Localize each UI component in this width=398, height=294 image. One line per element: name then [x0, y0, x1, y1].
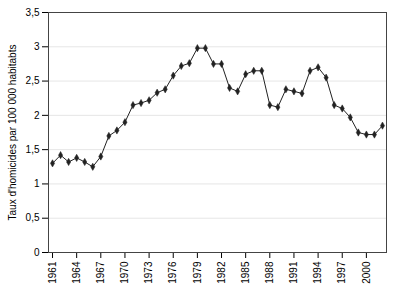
svg-text:2: 2 [34, 110, 40, 121]
svg-text:3,5: 3,5 [26, 7, 40, 18]
svg-text:1,5: 1,5 [26, 144, 40, 155]
svg-text:Taux d'homicides par 100 000 h: Taux d'homicides par 100 000 habitabts [7, 45, 18, 221]
svg-text:1967: 1967 [95, 261, 106, 284]
svg-text:1985: 1985 [240, 261, 251, 284]
svg-text:1979: 1979 [192, 261, 203, 284]
svg-text:1973: 1973 [143, 261, 154, 284]
svg-text:1970: 1970 [119, 261, 130, 284]
svg-text:2,5: 2,5 [26, 75, 40, 86]
svg-text:1961: 1961 [47, 261, 58, 284]
svg-text:3: 3 [34, 41, 40, 52]
svg-text:1982: 1982 [216, 261, 227, 284]
svg-text:1976: 1976 [167, 261, 178, 284]
svg-text:0: 0 [34, 247, 40, 258]
svg-text:1991: 1991 [288, 261, 299, 284]
svg-text:1997: 1997 [336, 261, 347, 284]
svg-text:1: 1 [34, 178, 40, 189]
svg-text:0,5: 0,5 [26, 212, 40, 223]
svg-text:1994: 1994 [312, 261, 323, 284]
svg-text:1988: 1988 [264, 261, 275, 284]
svg-text:1964: 1964 [71, 261, 82, 284]
svg-text:2000: 2000 [361, 261, 372, 284]
